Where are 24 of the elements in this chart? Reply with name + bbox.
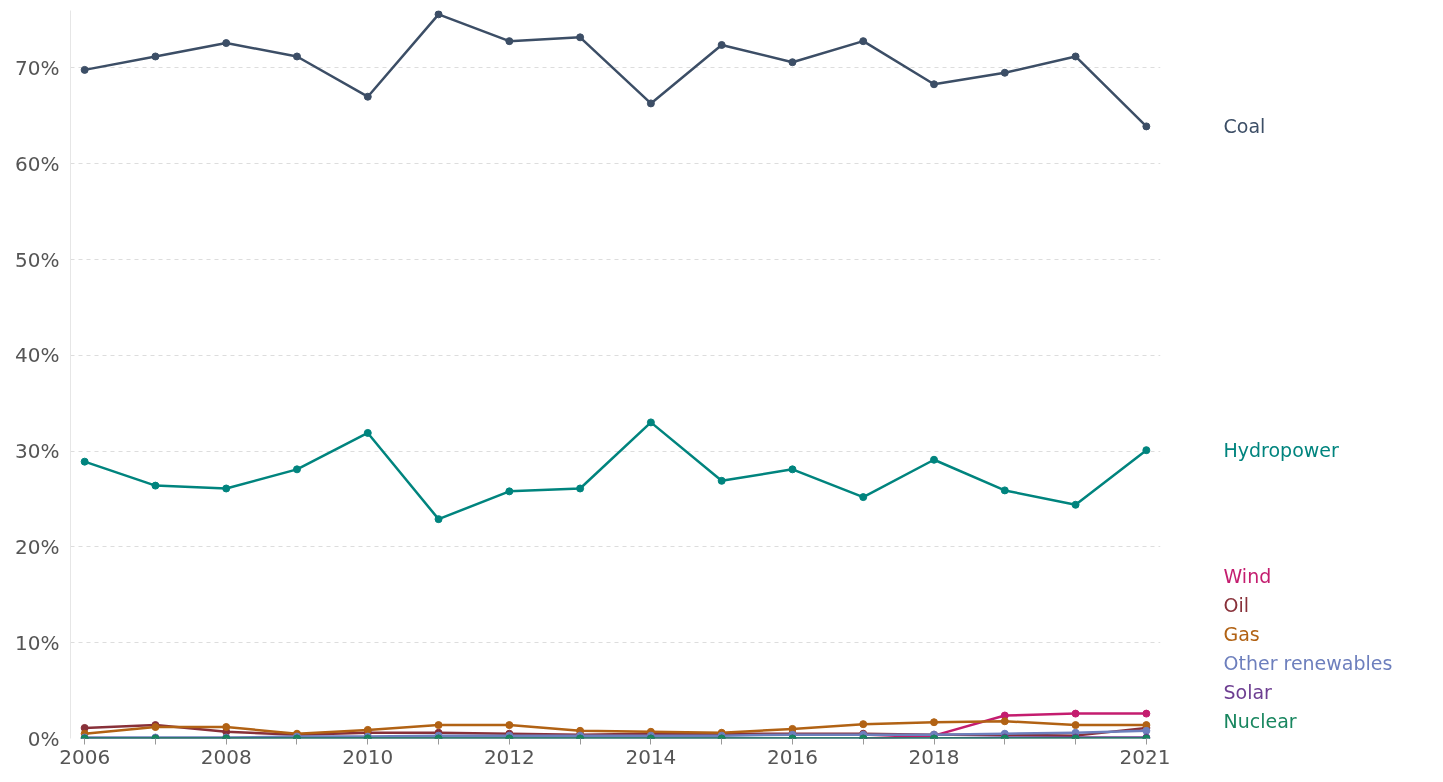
text: Other renewables <box>1223 652 1393 675</box>
x-tick-label: 2021 <box>1119 744 1171 769</box>
text: Nuclear <box>1223 710 1297 733</box>
y-tick-label: 50% <box>15 247 60 272</box>
text: Wind <box>1223 565 1272 588</box>
text: Oil <box>1223 594 1250 617</box>
y-tick-label: 20% <box>15 534 60 559</box>
x-tick-label: 2012 <box>483 744 535 769</box>
x-tick-label: 2010 <box>342 744 394 769</box>
y-tick-label: 40% <box>15 343 60 368</box>
y-tick-label: 0% <box>27 726 60 751</box>
y-tick-label: 60% <box>15 151 60 176</box>
x-tick-label: 2014 <box>625 744 677 769</box>
y-tick-label: 10% <box>15 630 60 655</box>
y-tick-label: 70% <box>15 55 60 80</box>
x-tick-label: 2016 <box>767 744 818 769</box>
x-tick-label: 2006 <box>59 744 111 769</box>
text: Coal <box>1223 115 1266 138</box>
y-tick-label: 30% <box>15 439 60 464</box>
text: Solar <box>1223 681 1273 704</box>
x-tick-label: 2018 <box>908 744 960 769</box>
text: Gas <box>1223 623 1260 646</box>
x-tick-label: 2008 <box>200 744 252 769</box>
text: Hydropower <box>1223 439 1340 462</box>
